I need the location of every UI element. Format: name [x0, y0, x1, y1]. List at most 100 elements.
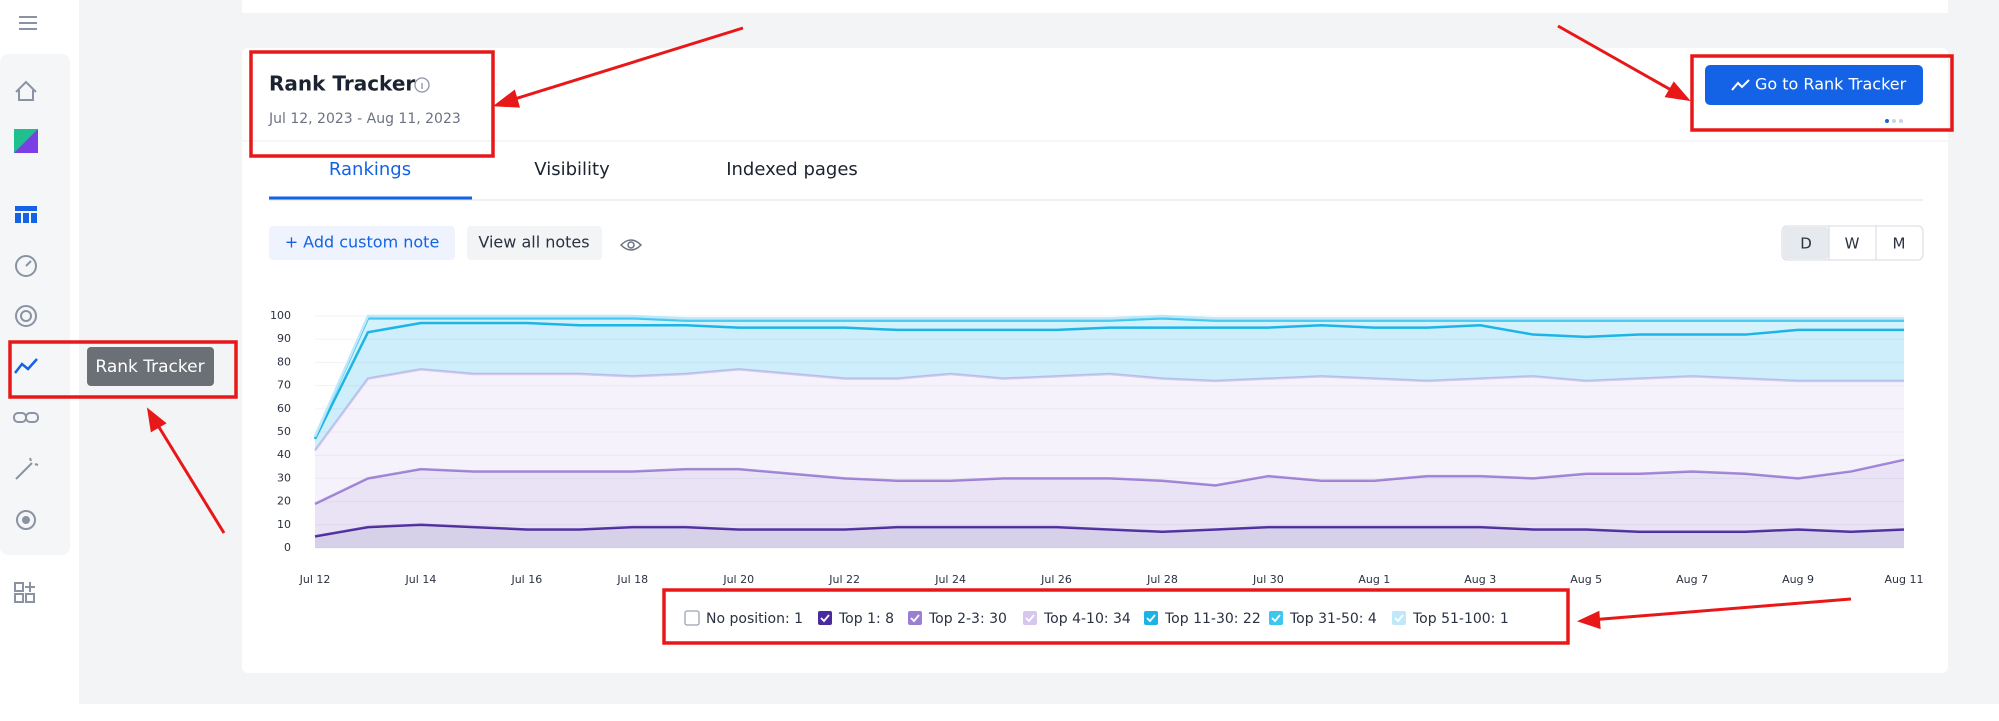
legend-check [910, 614, 920, 623]
area-band [315, 318, 1904, 439]
series-line [314, 523, 1905, 538]
logo-icon[interactable] [14, 129, 38, 153]
button-icon [1731, 79, 1750, 91]
toggle-active [1783, 227, 1829, 259]
x-tick-label: Jul 24 [934, 573, 966, 586]
y-tick-label: 80 [277, 355, 291, 368]
arrows [146, 24, 1852, 630]
y-tick-label: 40 [277, 448, 291, 461]
series-line [313, 317, 1904, 438]
legend-checkbox[interactable] [1269, 611, 1283, 625]
legend-check [1394, 614, 1404, 623]
y-tick-label: 90 [277, 332, 291, 345]
tab[interactable]: Rankings [329, 159, 411, 180]
legend-label[interactable]: Top 4-10: 34 [1043, 611, 1131, 627]
y-tick-label: 50 [277, 425, 291, 438]
x-tick-label: Aug 9 [1782, 573, 1814, 586]
legend-checkbox[interactable] [818, 611, 832, 625]
series-line [313, 314, 1904, 438]
menu-icon[interactable] [19, 16, 37, 30]
x-tick-label: Jul 20 [722, 573, 754, 586]
highlight-box [1690, 54, 1954, 132]
legend-label[interactable]: Top 2-3: 30 [928, 611, 1007, 627]
legend-checkbox[interactable] [1144, 611, 1158, 625]
legend-checkbox[interactable] [684, 610, 700, 626]
pager-dots [1885, 119, 1903, 123]
legend-check [1025, 614, 1035, 623]
highlight-box [662, 588, 1570, 645]
legend-label[interactable]: Top 31-50: 4 [1289, 611, 1377, 627]
eye-icon[interactable] [619, 239, 643, 251]
x-tick-label: Aug 11 [1885, 573, 1924, 586]
x-tick-label: Aug 1 [1358, 573, 1390, 586]
y-tick-label: 70 [277, 379, 291, 392]
toggle-option[interactable]: W [1845, 235, 1860, 253]
legend-check [1146, 614, 1156, 623]
locate-icon[interactable] [16, 510, 36, 530]
legend-checkbox[interactable] [1023, 611, 1037, 625]
go-button[interactable] [1705, 65, 1923, 105]
area-band [315, 459, 1904, 537]
highlight-box [8, 340, 238, 399]
chart: 0 10 20 30 40 50 60 70 80 90 100 Jul 12 Jul 14 Jul 16… [270, 309, 1923, 627]
y-tick-label: 0 [284, 541, 291, 554]
legend-label[interactable]: Top 51-100: 1 [1412, 611, 1509, 627]
x-tick-label: Aug 5 [1570, 573, 1602, 586]
link-icon[interactable] [13, 412, 39, 423]
card-title: Rank Tracker [269, 72, 415, 96]
x-tick-label: Jul 12 [299, 573, 331, 586]
x-tick-label: Jul 30 [1252, 573, 1284, 586]
x-tick-label: Jul 26 [1040, 573, 1072, 586]
area-band [315, 524, 1904, 548]
target-icon[interactable] [15, 305, 37, 327]
area-band [315, 369, 1904, 504]
legend-checkbox[interactable] [1392, 611, 1406, 625]
x-tick-label: Jul 14 [405, 573, 437, 586]
y-tick-label: 30 [277, 471, 291, 484]
button-label[interactable]: Go to Rank Tracker [1755, 75, 1907, 94]
card [242, 48, 1948, 673]
rank-icon[interactable] [14, 358, 38, 374]
y-tick-label: 10 [277, 518, 291, 531]
magic-icon[interactable] [15, 457, 39, 480]
add-note-button[interactable] [269, 226, 455, 260]
y-tick-label: 20 [277, 495, 291, 508]
toggle-option[interactable]: D [1800, 235, 1812, 253]
y-tick-label: 60 [277, 402, 291, 415]
sidebar [0, 54, 70, 555]
view-notes-label[interactable]: View all notes [478, 233, 589, 252]
legend-check [1271, 614, 1281, 623]
legend-check [820, 614, 830, 623]
top-strip [242, 0, 1948, 13]
series-line [314, 458, 1905, 506]
apps-icon[interactable] [14, 582, 35, 603]
info-icon[interactable] [414, 77, 430, 93]
gauge-icon[interactable] [15, 255, 37, 277]
y-tick-label: 100 [270, 309, 291, 322]
x-tick-label: Aug 3 [1464, 573, 1496, 586]
add-note-label[interactable]: + Add custom note [285, 233, 440, 252]
tooltip-bg [87, 347, 214, 386]
legend-checkbox[interactable] [908, 611, 922, 625]
highlight-box [249, 50, 495, 158]
series-line [313, 368, 1904, 452]
home-icon[interactable] [15, 80, 37, 101]
area-band [315, 322, 1904, 451]
toggle-option[interactable]: M [1893, 235, 1906, 253]
x-tick-label: Aug 7 [1676, 573, 1708, 586]
series-line [313, 321, 1904, 440]
x-tick-label: Jul 18 [616, 573, 648, 586]
tab[interactable]: Indexed pages [726, 159, 858, 180]
x-tick-label: Jul 16 [510, 573, 542, 586]
date-range: Jul 12, 2023 - Aug 11, 2023 [268, 111, 461, 127]
view-notes-button[interactable] [467, 226, 602, 260]
legend-label[interactable]: Top 11-30: 22 [1164, 611, 1261, 627]
legend-label[interactable]: No position: 1 [706, 611, 803, 627]
table-icon[interactable] [15, 206, 37, 223]
legend-label[interactable]: Top 1: 8 [838, 611, 894, 627]
x-tick-label: Jul 22 [828, 573, 860, 586]
tooltip: Rank Tracker [95, 357, 204, 377]
tab[interactable]: Visibility [534, 159, 610, 180]
x-tick-label: Jul 28 [1146, 573, 1178, 586]
